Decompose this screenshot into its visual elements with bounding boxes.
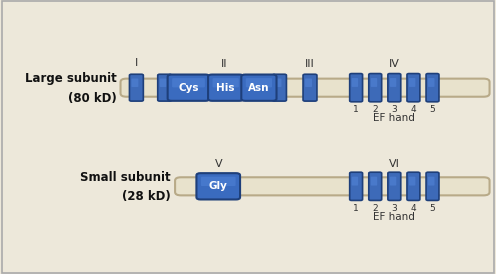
- Text: (80 kD): (80 kD): [68, 92, 117, 105]
- FancyBboxPatch shape: [305, 79, 312, 87]
- FancyBboxPatch shape: [407, 172, 420, 201]
- Text: VI: VI: [389, 159, 400, 169]
- Text: 4: 4: [411, 204, 416, 213]
- Text: I: I: [135, 58, 138, 68]
- FancyBboxPatch shape: [350, 73, 363, 102]
- Text: 2: 2: [372, 105, 378, 114]
- Text: Small subunit: Small subunit: [80, 171, 171, 184]
- Text: EF hand: EF hand: [373, 212, 415, 221]
- FancyBboxPatch shape: [371, 177, 377, 185]
- FancyBboxPatch shape: [352, 177, 358, 185]
- FancyBboxPatch shape: [121, 79, 490, 97]
- FancyBboxPatch shape: [369, 73, 382, 102]
- FancyBboxPatch shape: [388, 172, 401, 201]
- Text: 2: 2: [372, 204, 378, 213]
- FancyBboxPatch shape: [160, 79, 167, 87]
- Text: 4: 4: [411, 105, 416, 114]
- FancyBboxPatch shape: [275, 79, 282, 87]
- FancyBboxPatch shape: [208, 75, 243, 101]
- FancyBboxPatch shape: [426, 73, 439, 102]
- Text: 1: 1: [353, 105, 359, 114]
- FancyBboxPatch shape: [409, 177, 416, 185]
- Text: IV: IV: [389, 59, 400, 69]
- FancyBboxPatch shape: [158, 74, 172, 101]
- FancyBboxPatch shape: [129, 74, 143, 101]
- Text: Gly: Gly: [209, 181, 228, 191]
- Text: III: III: [305, 59, 315, 69]
- FancyBboxPatch shape: [369, 172, 382, 201]
- FancyBboxPatch shape: [303, 74, 317, 101]
- FancyBboxPatch shape: [241, 75, 277, 101]
- FancyBboxPatch shape: [428, 177, 434, 185]
- Text: 1: 1: [353, 204, 359, 213]
- FancyBboxPatch shape: [201, 177, 236, 186]
- FancyBboxPatch shape: [273, 74, 287, 101]
- FancyBboxPatch shape: [407, 73, 420, 102]
- FancyBboxPatch shape: [131, 79, 138, 87]
- FancyBboxPatch shape: [426, 172, 439, 201]
- Text: Asn: Asn: [248, 83, 270, 93]
- FancyBboxPatch shape: [172, 78, 205, 87]
- Text: Large subunit: Large subunit: [25, 72, 117, 85]
- FancyBboxPatch shape: [428, 78, 434, 87]
- FancyBboxPatch shape: [168, 75, 209, 101]
- FancyBboxPatch shape: [390, 78, 396, 87]
- FancyBboxPatch shape: [196, 173, 240, 199]
- FancyBboxPatch shape: [388, 73, 401, 102]
- Text: V: V: [214, 159, 222, 169]
- FancyBboxPatch shape: [246, 78, 272, 87]
- FancyBboxPatch shape: [175, 177, 490, 195]
- FancyBboxPatch shape: [409, 78, 416, 87]
- Text: 5: 5: [430, 204, 435, 213]
- Text: II: II: [220, 59, 227, 69]
- Text: (28 kD): (28 kD): [123, 190, 171, 203]
- Text: 3: 3: [391, 105, 397, 114]
- FancyBboxPatch shape: [390, 177, 396, 185]
- FancyBboxPatch shape: [371, 78, 377, 87]
- Text: 5: 5: [430, 105, 435, 114]
- Text: EF hand: EF hand: [373, 113, 415, 123]
- FancyBboxPatch shape: [212, 78, 239, 87]
- Text: 3: 3: [391, 204, 397, 213]
- Text: His: His: [216, 83, 235, 93]
- FancyBboxPatch shape: [350, 172, 363, 201]
- FancyBboxPatch shape: [352, 78, 358, 87]
- Text: Cys: Cys: [178, 83, 199, 93]
